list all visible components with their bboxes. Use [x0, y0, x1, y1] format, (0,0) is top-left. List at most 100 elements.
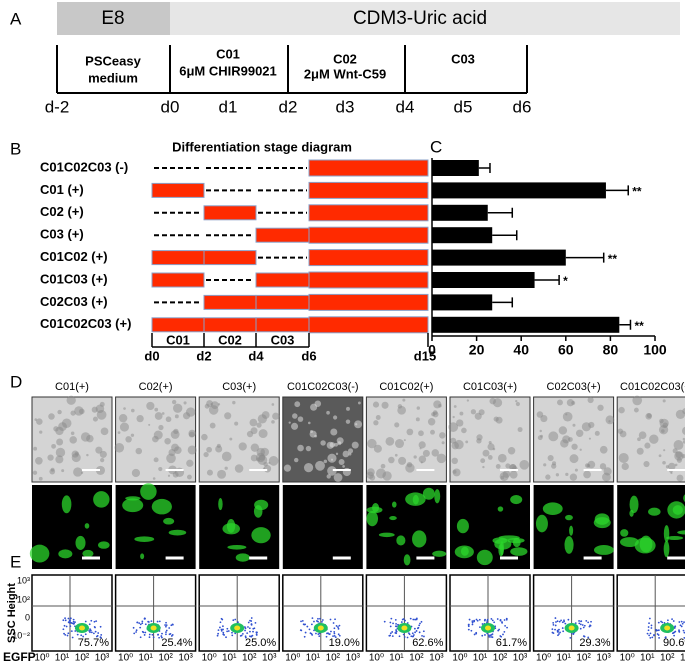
- cell-texture: [599, 445, 608, 454]
- cell-texture: [583, 470, 591, 479]
- event-dot: [389, 625, 392, 628]
- event-dot: [558, 628, 560, 631]
- event-dot: [217, 629, 220, 632]
- x-tick-label: 10¹: [640, 653, 655, 664]
- cell-texture: [632, 395, 643, 406]
- event-dot: [488, 635, 491, 638]
- day-label: d6: [513, 97, 532, 116]
- cell-texture: [605, 415, 615, 425]
- stage-block: [255, 294, 310, 310]
- event-dot: [389, 621, 392, 624]
- cell-texture: [56, 438, 64, 446]
- event-dot: [486, 618, 489, 621]
- event-dot: [490, 618, 493, 620]
- x-tick-label: 10¹: [138, 653, 153, 664]
- event-dot: [558, 633, 560, 635]
- stage-block: [308, 159, 429, 177]
- cell-texture: [125, 436, 132, 443]
- event-dot: [92, 632, 95, 635]
- cell-texture: [572, 423, 576, 427]
- cell-texture: [482, 465, 485, 469]
- event-dot: [244, 629, 246, 632]
- cell-texture: [497, 453, 507, 463]
- x-tick-label: 10²: [75, 653, 90, 664]
- cell-texture: [33, 446, 38, 451]
- cell-texture: [673, 440, 684, 450]
- cell-texture: [347, 448, 354, 454]
- cell-texture: [663, 449, 666, 452]
- cell-texture: [492, 398, 503, 408]
- event-dot: [422, 630, 425, 633]
- cell-texture: [480, 458, 486, 464]
- stage-name: C01: [166, 332, 190, 347]
- event-dot: [582, 626, 585, 629]
- flow-plot: [198, 574, 280, 652]
- event-dot: [407, 632, 410, 635]
- gfp-signal: [122, 498, 144, 513]
- cell-texture: [456, 419, 464, 427]
- cell-texture: [74, 451, 79, 456]
- event-dot: [656, 633, 659, 635]
- cell-texture: [505, 463, 511, 469]
- cell-texture: [338, 459, 345, 465]
- cell-texture: [130, 433, 135, 437]
- event-dot: [135, 629, 138, 632]
- x-tick-label: 10⁰: [452, 653, 467, 664]
- cell-texture: [519, 460, 530, 470]
- cell-texture: [55, 447, 66, 458]
- event-dot: [89, 629, 92, 632]
- event-dot: [319, 617, 321, 620]
- row-label: C01C02C03 (-): [40, 159, 128, 174]
- cell-texture: [351, 441, 359, 449]
- panel-label: C: [430, 137, 442, 156]
- event-dot: [237, 621, 239, 624]
- gfp-signal: [422, 487, 435, 500]
- event-dot: [556, 630, 559, 633]
- event-dot: [337, 633, 340, 636]
- cell-texture: [229, 437, 233, 441]
- event-dot: [680, 620, 683, 623]
- gfp-signal: [58, 549, 73, 559]
- cell-texture: [309, 430, 317, 438]
- event-dot: [481, 623, 484, 625]
- event-dot: [165, 631, 167, 634]
- event-dot: [417, 626, 420, 629]
- cell-texture: [36, 418, 43, 425]
- x-tick-label: 10¹: [473, 653, 488, 664]
- event-dot: [311, 617, 314, 619]
- gfp-signal: [84, 523, 90, 529]
- event-dot: [418, 631, 421, 634]
- stage-label: C01: [216, 46, 240, 61]
- bar: [432, 294, 493, 311]
- event-dot: [338, 624, 341, 627]
- event-dot: [148, 636, 151, 639]
- event-dot: [657, 621, 660, 624]
- event-dot: [473, 633, 476, 636]
- cell-texture: [398, 456, 407, 465]
- cell-texture: [171, 399, 177, 405]
- cell-texture: [354, 420, 363, 429]
- event-dot: [391, 635, 394, 638]
- cell-texture: [206, 446, 212, 453]
- cell-texture: [545, 474, 551, 480]
- cell-texture: [320, 440, 326, 446]
- event-dot: [334, 618, 336, 621]
- cell-texture: [74, 406, 84, 416]
- stage-block: [255, 272, 310, 288]
- event-dot: [313, 620, 315, 623]
- event-dot: [80, 634, 83, 637]
- event-dot: [551, 628, 554, 631]
- event-dot: [656, 629, 659, 632]
- cell-texture: [633, 407, 639, 413]
- event-dot: [497, 629, 500, 632]
- event-dot: [255, 633, 258, 635]
- event-dot: [161, 632, 163, 635]
- cell-texture: [621, 462, 629, 471]
- stage-block: [151, 317, 205, 333]
- cell-texture: [431, 449, 439, 457]
- stage-name: C03: [271, 332, 295, 347]
- x-tick-label: 10²: [158, 653, 173, 664]
- cell-texture: [330, 458, 334, 461]
- gfp-signal: [620, 529, 629, 537]
- cell-texture: [95, 465, 105, 475]
